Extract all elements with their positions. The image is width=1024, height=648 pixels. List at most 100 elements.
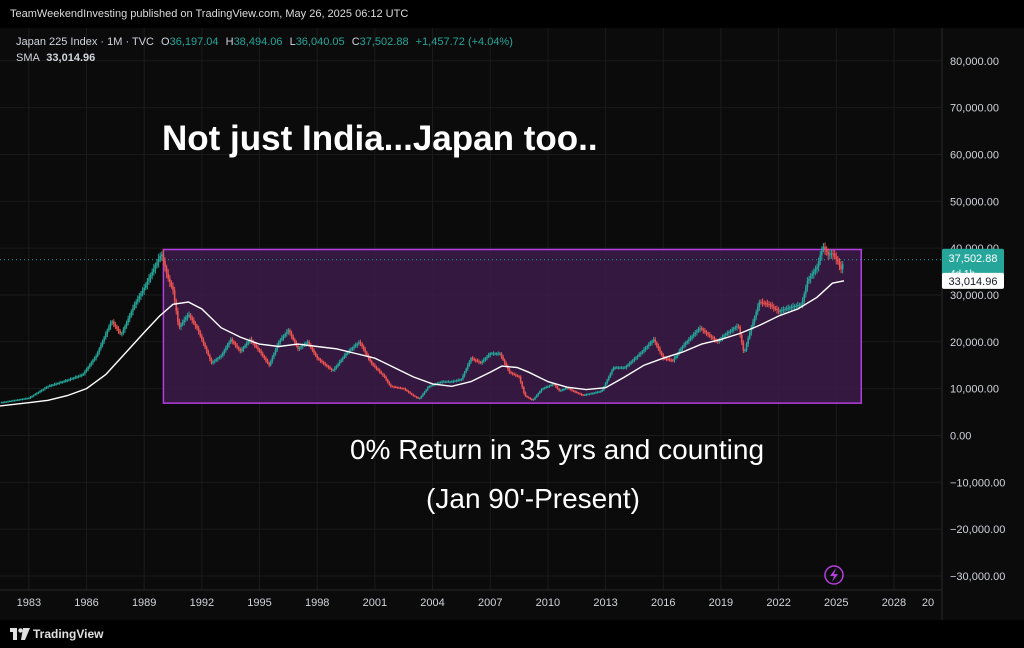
lightning-icon[interactable]	[824, 565, 844, 585]
candle-body	[458, 379, 461, 381]
candle-body	[571, 389, 573, 391]
time-axis[interactable]: 1983 1986 1989 1992 1995 1998 2001 2004 2007 2010…	[17, 597, 935, 609]
candle-body	[444, 381, 447, 383]
candle-body	[777, 310, 780, 312]
candle-body	[308, 341, 310, 345]
time-tick-label: 20	[922, 597, 934, 609]
candle-body	[795, 305, 798, 307]
candle-body	[705, 331, 708, 334]
chart-area[interactable]: 80,000.0070,000.0060,000.0050,000.0040,0…	[0, 28, 1024, 620]
candle-body	[47, 386, 49, 388]
candle-body	[407, 390, 410, 393]
candle-body	[269, 361, 272, 366]
candle-body	[736, 326, 738, 328]
candle-body	[758, 301, 761, 308]
candle-body	[553, 384, 556, 386]
candle-body	[135, 301, 137, 305]
candle-body	[202, 339, 205, 344]
candle-body	[175, 300, 178, 312]
candle-body	[394, 386, 397, 388]
candle-body	[510, 372, 512, 374]
candle-body	[45, 387, 48, 389]
candle-body	[88, 364, 91, 367]
candle-body	[457, 380, 459, 382]
candle-body	[689, 337, 692, 340]
candle-body	[56, 383, 59, 385]
candle-body	[396, 387, 399, 389]
candle-body	[141, 290, 144, 294]
candle-body	[415, 396, 418, 398]
candle-body	[660, 351, 663, 356]
candle-body	[225, 347, 227, 351]
candle-body	[276, 345, 278, 350]
candle-body	[643, 349, 645, 352]
candle-body	[172, 286, 174, 291]
candle-body	[732, 328, 735, 330]
candle-body	[800, 304, 802, 306]
candle-body	[590, 393, 592, 395]
candle-body	[281, 337, 283, 340]
candle-body	[327, 366, 330, 368]
price-axis[interactable]: 80,000.0070,000.0060,000.0050,000.0040,0…	[950, 56, 1005, 583]
candle-body	[266, 360, 269, 363]
candle-body	[138, 296, 141, 299]
period-annotation: (Jan 90'-Present)	[426, 483, 640, 514]
candle-body	[447, 381, 450, 383]
candle-body	[633, 358, 636, 361]
price-tick-label: 30,000.00	[950, 290, 999, 302]
candle-body	[681, 346, 684, 349]
candle-body	[491, 353, 493, 355]
candle-body	[140, 293, 142, 297]
candle-body	[489, 353, 492, 356]
candle-body	[537, 393, 540, 396]
candle-body	[402, 388, 405, 390]
candle-body	[111, 321, 113, 323]
candle-body	[197, 328, 200, 332]
return-annotation: 0% Return in 35 yrs and counting	[350, 434, 764, 465]
candle-body	[431, 384, 434, 386]
candle-body	[189, 314, 192, 318]
candle-body	[98, 348, 101, 353]
candle-body	[133, 304, 136, 308]
candle-body	[146, 281, 149, 285]
candle-body	[630, 361, 633, 364]
candle-body	[64, 380, 67, 382]
candle-body	[811, 273, 814, 277]
candle-body	[531, 398, 533, 400]
candle-body	[412, 394, 415, 396]
candle-body	[194, 322, 197, 326]
price-tick-label: 20,000.00	[950, 337, 999, 349]
candle-body	[829, 254, 831, 256]
candle-body	[346, 352, 349, 354]
candle-body	[479, 362, 482, 364]
candle-body	[454, 380, 456, 382]
candle-body	[136, 298, 139, 302]
tradingview-logo-icon[interactable]	[10, 628, 30, 640]
candle-body	[494, 353, 496, 355]
candle-body	[39, 391, 41, 393]
price-chart[interactable]: 80,000.0070,000.0060,000.0050,000.0040,0…	[0, 28, 1024, 620]
candle-body	[646, 346, 649, 348]
candle-body	[713, 338, 716, 340]
candle-body	[672, 360, 674, 362]
candle-body	[683, 344, 685, 347]
footer-brand[interactable]: TradingView	[33, 627, 104, 641]
candle-body	[551, 384, 554, 386]
candle-body	[186, 315, 189, 318]
candle-body	[409, 392, 411, 394]
candle-body	[627, 364, 629, 367]
candle-body	[298, 347, 301, 349]
candle-body	[247, 341, 250, 344]
candle-body	[702, 329, 705, 331]
candle-body	[752, 322, 754, 328]
candle-body	[0, 402, 3, 404]
candle-body	[8, 401, 11, 403]
candle-body	[181, 322, 184, 325]
candle-body	[833, 253, 836, 257]
candle-body	[700, 327, 703, 330]
candle-body	[55, 383, 57, 385]
time-tick-label: 2007	[478, 597, 502, 609]
candle-body	[572, 390, 575, 392]
candle-body	[359, 342, 362, 344]
candle-body	[462, 375, 464, 380]
